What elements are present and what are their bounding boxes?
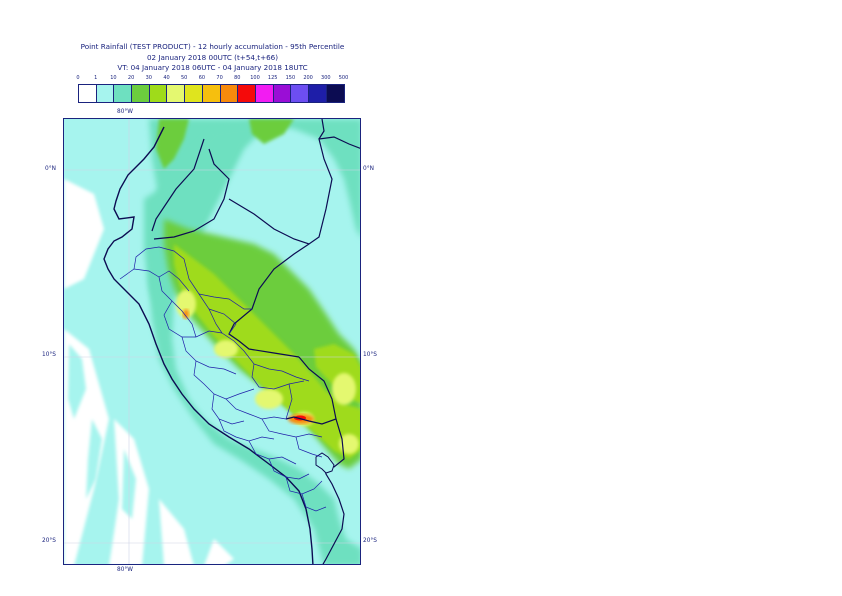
title-line-3: VT: 04 January 2018 06UTC - 04 January 2… xyxy=(117,63,308,72)
legend-swatch xyxy=(132,85,150,102)
latitude-0-left: 0°N xyxy=(45,166,56,172)
chart-title-block: Point Rainfall (TEST PRODUCT) - 12 hourl… xyxy=(60,42,365,74)
legend-swatch xyxy=(202,85,221,102)
legend-threshold-labels: 0 1 10 20 30 40 50 60 70 80 100 125 150 200 300 500 xyxy=(74,75,364,84)
legend-threshold-label: 500 xyxy=(338,75,349,81)
moderate-rain-northeast xyxy=(249,119,294,144)
latitude-20-right: 20°S xyxy=(363,538,377,544)
legend-threshold-label: 1 xyxy=(94,75,98,81)
legend-threshold-label: 20 xyxy=(127,75,135,81)
legend-threshold-label: 40 xyxy=(163,75,170,81)
graticule xyxy=(64,119,360,564)
legend-swatch xyxy=(96,85,115,102)
legend-swatch xyxy=(273,85,292,102)
legend-swatch xyxy=(255,85,274,102)
admin-borders xyxy=(119,246,327,512)
latitude-10-right: 10°S xyxy=(363,352,377,358)
legend-swatch xyxy=(326,85,345,102)
title-line-2: 02 January 2018 00UTC (t+54,t+66) xyxy=(146,52,279,62)
legend-threshold-label: 100 xyxy=(250,75,260,81)
legend-threshold-label: 30 xyxy=(145,75,152,81)
legend-swatch xyxy=(114,85,133,102)
legend-threshold-label: 60 xyxy=(198,75,206,81)
legend-swatch xyxy=(238,85,256,102)
legend-threshold-label: 150 xyxy=(285,75,296,81)
legend-threshold-label: 70 xyxy=(216,75,223,81)
longitude-label-bottom: 80°W xyxy=(117,567,134,573)
legend-threshold-label: 10 xyxy=(110,75,117,81)
legend-threshold-label: 50 xyxy=(181,75,188,81)
longitude-label-top: 80°W xyxy=(117,109,134,115)
legend-threshold-label: 300 xyxy=(321,75,331,81)
legend-threshold-label: 80 xyxy=(234,75,241,81)
legend-threshold-label: 125 xyxy=(267,75,278,81)
latitude-20-left: 20°S xyxy=(42,538,56,544)
legend-swatch xyxy=(167,85,186,102)
latitude-10-left: 10°S xyxy=(42,352,56,358)
title-line-1: Point Rainfall (TEST PRODUCT) - 12 hourl… xyxy=(80,42,345,51)
legend-swatch xyxy=(220,85,239,102)
legend-swatch xyxy=(308,85,327,102)
legend-threshold-label: 200 xyxy=(303,75,313,81)
legend-color-bar xyxy=(78,84,346,103)
land-low-rain xyxy=(149,119,360,564)
lake-titicaca xyxy=(315,452,335,474)
color-legend: 0 1 10 20 30 40 50 60 70 80 100 125 150 200 300 500 xyxy=(74,75,364,103)
moderate-rain-north xyxy=(156,119,189,169)
rainfall-map xyxy=(63,118,361,565)
national-borders xyxy=(151,119,360,564)
legend-swatch xyxy=(149,85,168,102)
legend-swatch xyxy=(79,85,97,102)
map-canvas xyxy=(64,119,360,564)
legend-threshold-label: 0 xyxy=(76,75,80,81)
coastline xyxy=(103,126,314,564)
legend-swatch xyxy=(185,85,203,102)
legend-swatch xyxy=(291,85,309,102)
latitude-0-right: 0°N xyxy=(363,166,374,172)
intense-rain-spot-north xyxy=(183,309,189,319)
